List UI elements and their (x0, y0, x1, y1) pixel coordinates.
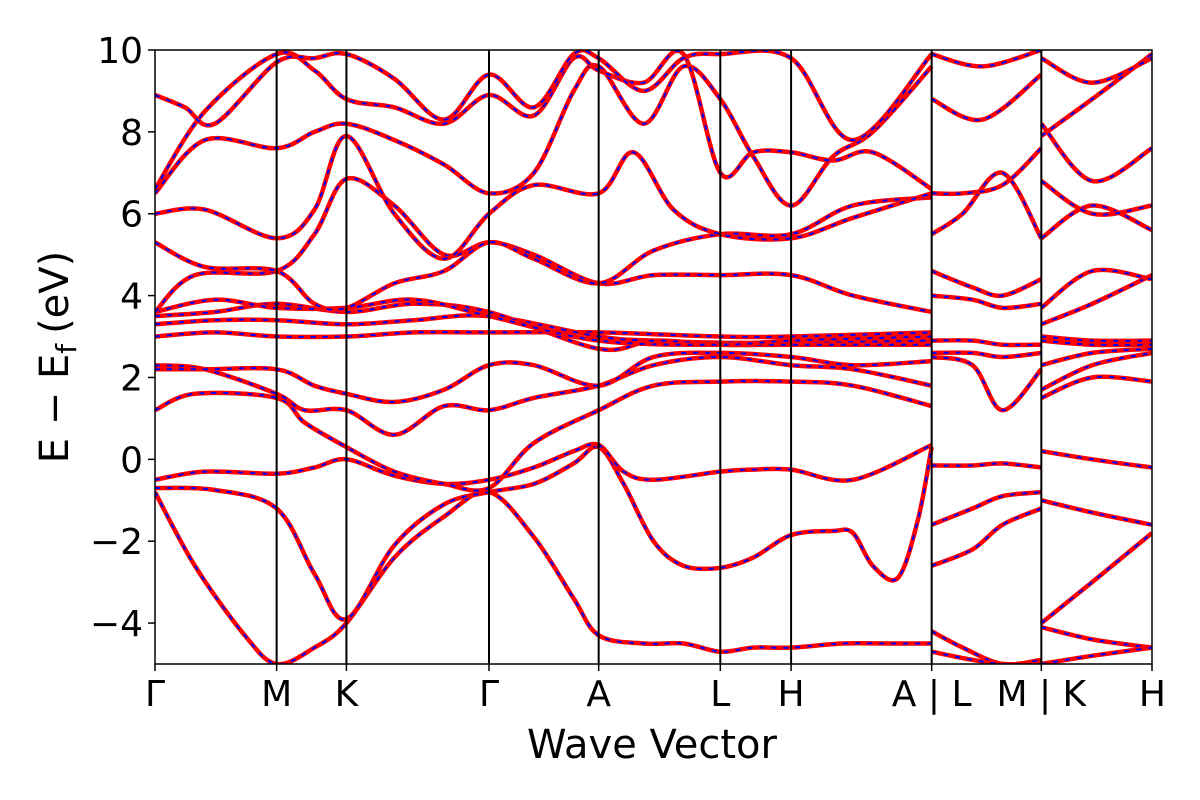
band-line-16 (931, 461, 1042, 470)
x-tick-label-2: K (335, 674, 360, 715)
band-overlay-11 (155, 196, 932, 311)
y-axis-label-base: E − E (32, 354, 78, 464)
band-overlay-6 (155, 331, 932, 339)
y-axis-label: E − Ef (eV) (32, 251, 83, 464)
band-overlay-33 (1041, 626, 1152, 649)
band-overlay-42 (1040, 204, 1152, 240)
band-overlay-46 (1040, 57, 1152, 84)
x-tick-label-0: Γ (145, 674, 165, 715)
y-tick-label-5: 0 (120, 440, 143, 481)
y-tick-label-6: −2 (90, 522, 143, 563)
band-line-45 (1039, 122, 1152, 184)
band-overlay-39 (1041, 335, 1152, 342)
y-tick-label-3: 4 (120, 277, 143, 318)
x-tick-label-3: Γ (479, 674, 499, 715)
band-overlay-5 (155, 351, 932, 404)
band-overlay-15 (155, 50, 933, 142)
band-overlay-36 (1040, 351, 1152, 391)
band-overlay-25 (931, 270, 1042, 297)
x-tick-label-1: M (261, 674, 292, 715)
band-overlay-26 (931, 171, 1043, 239)
band-overlay-31 (1041, 499, 1152, 526)
band-overlay-27 (931, 147, 1042, 195)
y-axis-label-unit: (eV) (32, 251, 78, 334)
x-tick-label-4: A (586, 674, 611, 715)
band-overlay-17 (931, 491, 1042, 526)
y-tick-label-2: 6 (120, 195, 143, 236)
band-overlay-40 (1040, 274, 1152, 326)
band-overlay-2 (155, 442, 933, 486)
band-line-1 (155, 444, 934, 622)
band-line-20 (931, 649, 1042, 664)
x-axis-ticks: Γ M K Γ A L H A | L M | K H (145, 664, 1166, 715)
x-axis-label: Wave Vector (527, 722, 778, 768)
band-line-23 (931, 338, 1042, 348)
y-tick-label-7: −4 (90, 604, 143, 645)
band-overlay-41 (1040, 268, 1152, 309)
band-overlay-35 (1040, 375, 1152, 399)
y-tick-label-0: 10 (97, 31, 143, 72)
plot-frame (154, 49, 1153, 665)
band-line-24 (931, 293, 1042, 311)
band-overlay-29 (931, 50, 1042, 68)
high-symmetry-lines (275, 50, 1043, 664)
band-overlay-43 (1040, 180, 1152, 216)
band-overlay-32 (1040, 532, 1152, 624)
x-tick-label-7: A | L (892, 674, 972, 715)
band-overlay-38 (1041, 339, 1152, 347)
band-overlay-34 (1041, 646, 1152, 664)
band-overlay-30 (1041, 450, 1152, 469)
y-axis-label-sub: f (50, 343, 83, 354)
band-overlay-12 (155, 134, 932, 260)
band-overlay-21 (931, 356, 1043, 412)
band-line-22 (931, 350, 1042, 360)
band-overlay-3 (155, 380, 932, 492)
x-tick-label-5: L (710, 674, 730, 715)
x-tick-label-6: H (778, 674, 805, 715)
band-overlay-28 (931, 73, 1042, 122)
x-tick-label-9: H (1139, 674, 1166, 715)
band-overlay-4 (155, 355, 932, 436)
band-overlay-18 (931, 507, 1042, 567)
y-tick-label-4: 2 (120, 358, 143, 399)
y-tick-label-1: 8 (120, 113, 143, 154)
y-axis-ticks: 10 8 6 4 2 0 −2 −4 (90, 31, 155, 645)
band-overlay-37 (1041, 347, 1152, 367)
x-tick-label-8: M | K (996, 674, 1087, 715)
